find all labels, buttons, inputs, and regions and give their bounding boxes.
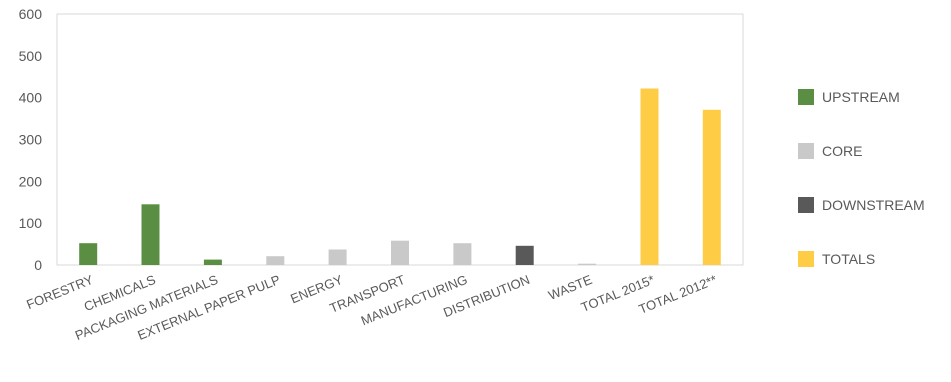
y-tick-label: 0 — [34, 257, 42, 273]
bar-packaging-materials — [203, 259, 222, 265]
y-tick-label: 400 — [19, 90, 43, 106]
y-tick-label: 600 — [19, 6, 43, 22]
bar-external-paper-pulp — [266, 256, 285, 265]
bar-waste — [578, 263, 597, 265]
y-tick-label: 500 — [19, 48, 43, 64]
plot-area — [56, 13, 744, 266]
x-tick-label-manufacturing: MANUFACTURING — [359, 272, 470, 328]
bar-total-2015 — [640, 88, 659, 265]
legend-label-core: CORE — [822, 143, 862, 159]
bar-distribution — [515, 245, 534, 265]
y-tick-label: 300 — [19, 132, 43, 148]
legend-label-upstream: UPSTREAM — [822, 89, 900, 105]
bar-energy — [328, 249, 347, 265]
legend-label-totals: TOTALS — [822, 251, 875, 267]
legend-label-downstream: DOWNSTREAM — [822, 197, 925, 213]
y-tick-label: 200 — [19, 173, 43, 189]
y-tick-label: 100 — [19, 215, 43, 231]
y-axis-ticks: 0 100 200 300 400 500 600 — [19, 6, 43, 273]
legend-swatch-totals — [798, 251, 814, 267]
bar-chemicals — [141, 204, 160, 265]
legend: UPSTREAM CORE DOWNSTREAM TOTALS — [798, 89, 925, 267]
legend-swatch-downstream — [798, 197, 814, 213]
bar-total-2012 — [702, 109, 721, 265]
bar-transport — [391, 240, 409, 265]
legend-swatch-upstream — [798, 89, 814, 105]
legend-swatch-core — [798, 143, 814, 159]
bars — [79, 88, 721, 265]
plot-border — [56, 13, 744, 266]
bar-forestry — [79, 243, 98, 265]
bar-manufacturing — [453, 243, 472, 265]
